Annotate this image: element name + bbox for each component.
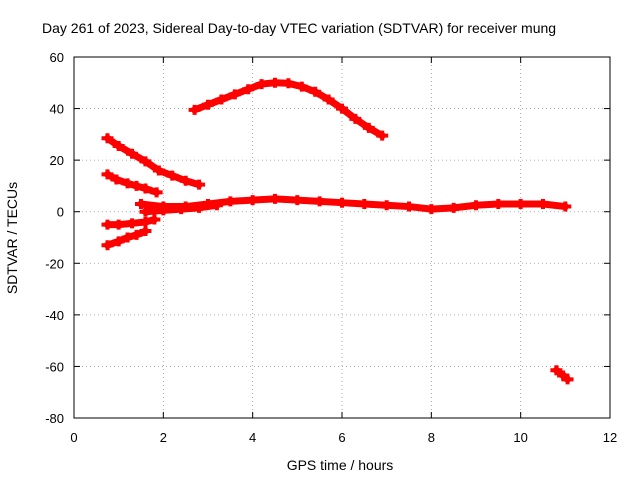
series-track-a <box>188 77 389 141</box>
x-tick-label: 2 <box>160 430 167 445</box>
y-tick-label: -40 <box>45 308 64 323</box>
x-tick-label: 4 <box>249 430 256 445</box>
series-track-c <box>101 169 163 198</box>
data-point <box>561 374 574 385</box>
y-tick-label: -60 <box>45 359 64 374</box>
x-tick-label: 6 <box>338 430 345 445</box>
data-point <box>210 200 223 211</box>
y-tick-label: 60 <box>50 50 64 65</box>
data-point <box>139 226 152 237</box>
y-tick-label: -80 <box>45 411 64 426</box>
y-tick-labels: -80 -60 -40 -20 0 20 40 60 <box>45 50 64 426</box>
x-tick-label: 8 <box>428 430 435 445</box>
chart-title: Day 261 of 2023, Sidereal Day-to-day VTE… <box>42 20 556 36</box>
data-point <box>148 214 161 225</box>
y-tick-label: 40 <box>50 102 64 117</box>
data-point <box>150 187 163 198</box>
y-tick-label: 0 <box>57 205 64 220</box>
series-track-b <box>101 133 206 190</box>
x-tick-label: 12 <box>603 430 617 445</box>
data-point <box>559 201 572 212</box>
x-tick-label: 10 <box>513 430 527 445</box>
data-point <box>193 179 206 190</box>
y-tick-label: 20 <box>50 153 64 168</box>
data-point <box>376 130 389 141</box>
series-track-f <box>101 214 161 230</box>
series-track-e <box>139 200 223 217</box>
axis-ticks <box>73 56 611 419</box>
y-tick-label: -20 <box>45 256 64 271</box>
x-tick-labels: 0 2 4 6 8 10 12 <box>70 430 617 445</box>
x-axis-label: GPS time / hours <box>287 457 394 473</box>
series-track-h <box>550 365 574 385</box>
y-axis-label: SDTVAR / TECUs <box>4 182 20 294</box>
x-tick-label: 0 <box>70 430 77 445</box>
data-points <box>101 77 574 385</box>
series-track-g <box>101 226 152 251</box>
